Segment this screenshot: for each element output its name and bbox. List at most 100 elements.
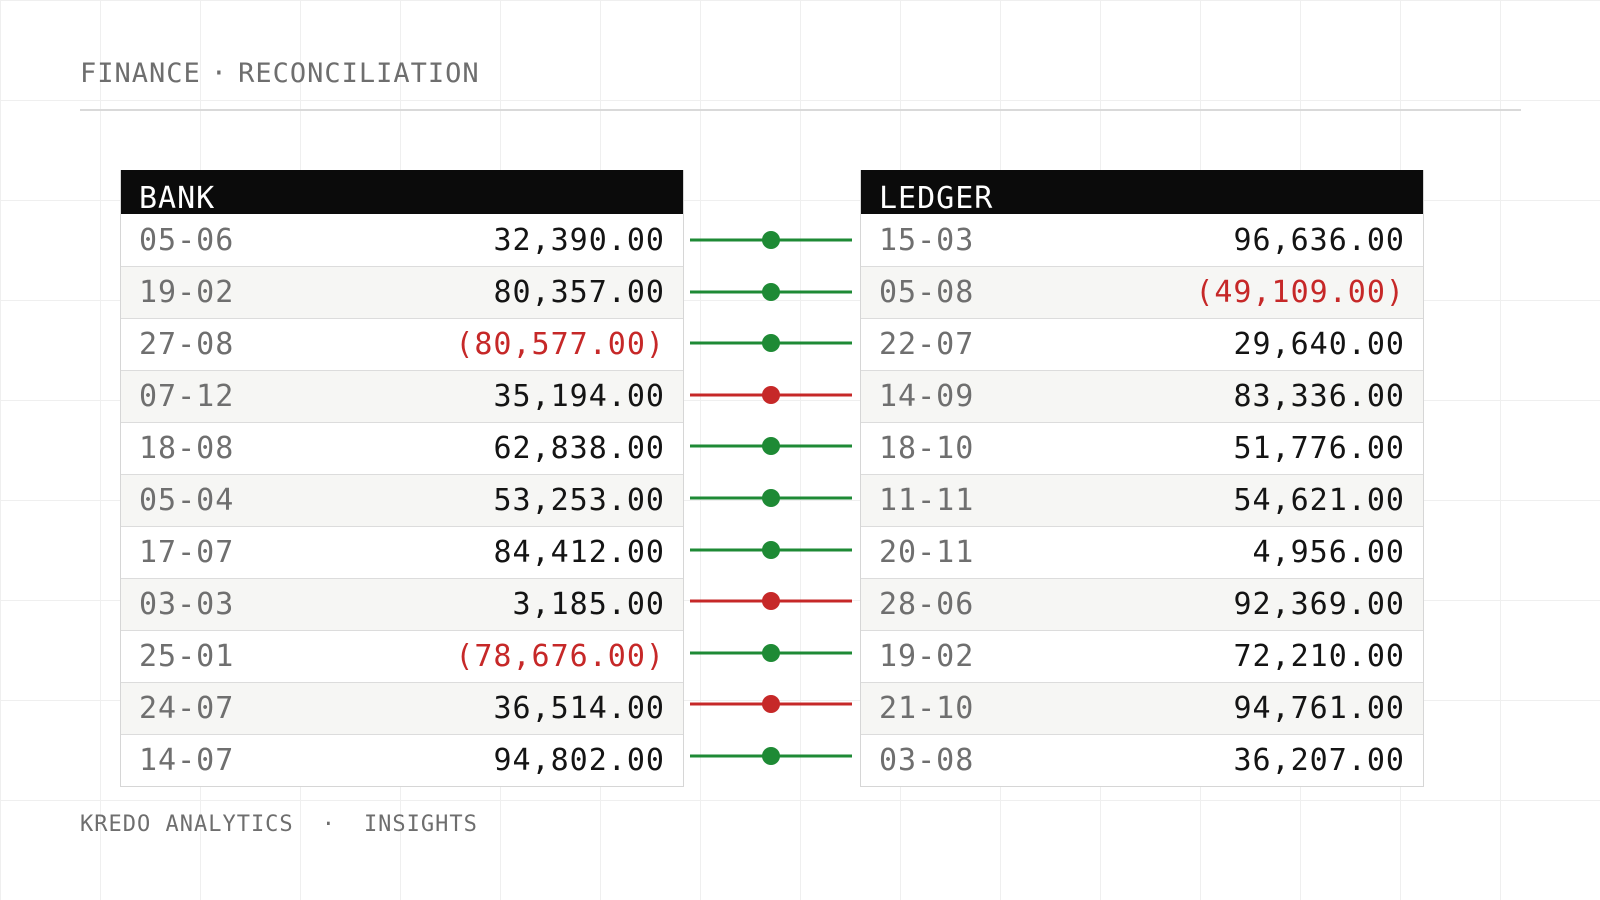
- status-dot-icon: [762, 437, 780, 456]
- ledger-row-date: 22-07: [879, 327, 975, 362]
- header-divider: [80, 109, 1521, 111]
- bank-row: 25-01 (78,676.00): [121, 630, 683, 682]
- status-dot-icon: [762, 231, 780, 249]
- bank-row-amount: 62,838.00: [493, 431, 665, 466]
- ledger-row: 18-10 51,776.00: [861, 422, 1423, 474]
- bank-row-date: 07-12: [139, 379, 235, 414]
- ledger-row: 03-08 36,207.00: [861, 734, 1423, 786]
- bank-row-amount: 3,185.00: [512, 587, 665, 622]
- status-dot-icon: [762, 334, 780, 353]
- bank-panel: BANK 05-06 32,390.00 19-02 80,357.00 27-08 (8…: [120, 170, 684, 787]
- ledger-row-amount: 51,776.00: [1233, 431, 1405, 466]
- ledger-row-date: 18-10: [879, 431, 975, 466]
- bank-row-date: 25-01: [139, 639, 235, 674]
- ledger-row-date: 19-02: [879, 639, 975, 674]
- match-connector: [690, 420, 852, 472]
- bank-row-amount: 94,802.00: [493, 743, 665, 778]
- bank-row-amount: 80,357.00: [493, 275, 665, 310]
- bank-row-amount: 53,253.00: [493, 483, 665, 518]
- match-connector: [690, 627, 852, 679]
- ledger-row-amount: 4,956.00: [1252, 535, 1405, 570]
- ledger-row-amount: 72,210.00: [1233, 639, 1405, 674]
- status-dot-icon: [762, 643, 780, 662]
- ledger-row: 20-11 4,956.00: [861, 526, 1423, 578]
- ledger-row-amount: 96,636.00: [1233, 222, 1405, 258]
- match-connectors: [690, 214, 852, 786]
- bank-row-amount: 32,390.00: [493, 222, 665, 258]
- bank-row: 17-07 84,412.00: [121, 526, 683, 578]
- bank-row: 18-08 62,838.00: [121, 422, 683, 474]
- match-connector: [690, 317, 852, 369]
- bank-row-amount: (78,676.00): [455, 639, 665, 674]
- match-connector: [690, 266, 852, 318]
- ledger-row: 22-07 29,640.00: [861, 318, 1423, 370]
- ledger-row: 11-11 54,621.00: [861, 474, 1423, 526]
- bank-row-date: 17-07: [139, 535, 235, 570]
- bank-panel-title: BANK: [121, 170, 683, 214]
- mismatch-connector: [690, 369, 852, 421]
- match-connector: [690, 214, 852, 266]
- bank-row: 07-12 35,194.00: [121, 370, 683, 422]
- ledger-rows: 15-03 96,636.00 05-08 (49,109.00) 22-07 29,64…: [861, 214, 1423, 786]
- match-connector: [690, 730, 852, 782]
- bank-row: 19-02 80,357.00: [121, 266, 683, 318]
- ledger-row-date: 20-11: [879, 535, 975, 570]
- bank-row: 05-06 32,390.00: [121, 214, 683, 266]
- bank-row-date: 03-03: [139, 587, 235, 622]
- match-connector: [690, 472, 852, 524]
- ledger-row-date: 05-08: [879, 275, 975, 310]
- ledger-row-amount: (49,109.00): [1195, 275, 1405, 310]
- footer-separator: ·: [321, 812, 336, 837]
- page-title: FINANCE · RECONCILIATION: [80, 58, 480, 89]
- bank-row-amount: 35,194.00: [493, 379, 665, 414]
- footer: KREDO ANALYTICS · INSIGHTS: [80, 812, 478, 837]
- mismatch-connector: [690, 575, 852, 627]
- ledger-row-amount: 36,207.00: [1233, 743, 1405, 778]
- ledger-row-date: 21-10: [879, 691, 975, 726]
- status-dot-icon: [762, 385, 780, 404]
- status-dot-icon: [762, 695, 780, 714]
- bank-row-date: 05-04: [139, 483, 235, 518]
- ledger-row-date: 11-11: [879, 483, 975, 518]
- bank-row: 27-08 (80,577.00): [121, 318, 683, 370]
- footer-brand: KREDO ANALYTICS: [80, 812, 294, 837]
- bank-row-date: 27-08: [139, 327, 235, 362]
- bank-rows: 05-06 32,390.00 19-02 80,357.00 27-08 (80,577…: [121, 214, 683, 786]
- ledger-row: 21-10 94,761.00: [861, 682, 1423, 734]
- status-dot-icon: [762, 540, 780, 559]
- bank-row: 05-04 53,253.00: [121, 474, 683, 526]
- bank-row-date: 18-08: [139, 431, 235, 466]
- bank-row: 03-03 3,185.00: [121, 578, 683, 630]
- ledger-row-date: 14-09: [879, 379, 975, 414]
- ledger-row: 19-02 72,210.00: [861, 630, 1423, 682]
- ledger-panel-title: LEDGER: [861, 170, 1423, 214]
- mismatch-connector: [690, 678, 852, 730]
- page-title-text: RECONCILIATION: [238, 58, 480, 89]
- ledger-row: 05-08 (49,109.00): [861, 266, 1423, 318]
- bank-row-amount: 84,412.00: [493, 535, 665, 570]
- bank-row-amount: 36,514.00: [493, 691, 665, 726]
- match-connector: [690, 524, 852, 576]
- bank-row-date: 24-07: [139, 691, 235, 726]
- bank-row-date: 19-02: [139, 275, 235, 310]
- bank-row: 24-07 36,514.00: [121, 682, 683, 734]
- ledger-row-amount: 54,621.00: [1233, 483, 1405, 518]
- status-dot-icon: [762, 282, 780, 301]
- ledger-row: 15-03 96,636.00: [861, 214, 1423, 266]
- bank-row-amount: (80,577.00): [455, 327, 665, 362]
- ledger-row-amount: 83,336.00: [1233, 379, 1405, 414]
- ledger-row-amount: 29,640.00: [1233, 327, 1405, 362]
- status-dot-icon: [762, 489, 780, 507]
- ledger-row-amount: 92,369.00: [1233, 587, 1405, 622]
- bank-row: 14-07 94,802.00: [121, 734, 683, 786]
- ledger-row: 28-06 92,369.00: [861, 578, 1423, 630]
- ledger-panel: LEDGER 15-03 96,636.00 05-08 (49,109.00) 22-…: [860, 170, 1424, 787]
- page-section: FINANCE: [80, 58, 201, 89]
- bank-row-date: 05-06: [139, 222, 235, 258]
- ledger-row-date: 03-08: [879, 743, 975, 778]
- bank-row-date: 14-07: [139, 743, 235, 778]
- footer-tagline: INSIGHTS: [363, 812, 478, 837]
- title-separator: ·: [210, 58, 229, 89]
- ledger-row-amount: 94,761.00: [1233, 691, 1405, 726]
